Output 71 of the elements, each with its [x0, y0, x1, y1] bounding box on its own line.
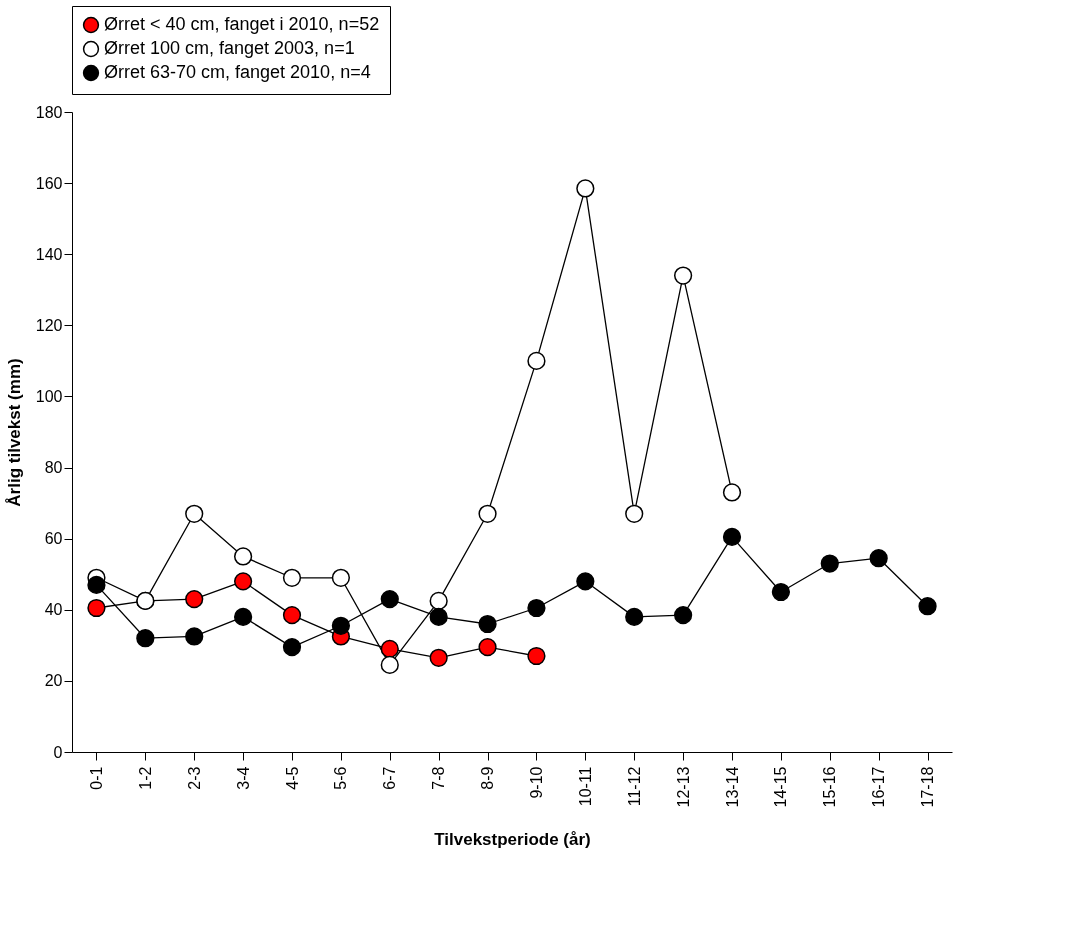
point	[282, 568, 302, 587]
x-tick-label: 9-10	[527, 766, 545, 799]
point	[478, 638, 497, 657]
point	[576, 179, 595, 198]
x-tick-label: 14-15	[772, 766, 790, 808]
point	[233, 572, 253, 591]
y-tick-label: 60	[44, 530, 63, 548]
y-tick-label: 140	[35, 245, 63, 263]
y-tick-label: 100	[35, 387, 63, 405]
point	[918, 597, 937, 616]
x-tick-label: 0-1	[87, 766, 105, 790]
point	[282, 606, 302, 625]
point	[869, 549, 888, 568]
legend-label: Ørret 63-70 cm, fanget 2010, n=4	[104, 62, 371, 82]
x-tick-label: 8-9	[479, 766, 497, 790]
x-tick-label: 5-6	[332, 766, 350, 790]
point	[185, 627, 204, 646]
point	[233, 547, 253, 566]
point	[136, 629, 155, 648]
x-tick-label: 11-12	[625, 766, 643, 807]
point	[429, 607, 448, 626]
point	[527, 351, 546, 370]
y-tick-label: 120	[35, 316, 63, 334]
point	[380, 590, 399, 609]
x-tick-label: 4-5	[283, 766, 301, 790]
point	[87, 575, 106, 594]
point	[527, 598, 546, 618]
y-axis-title: Årlig tilvekst (mm)	[4, 358, 24, 507]
x-tick-label: 13-14	[723, 766, 741, 808]
y-tick-label: 20	[44, 672, 63, 690]
point	[87, 598, 106, 618]
point	[625, 504, 644, 523]
point	[527, 646, 546, 666]
point	[576, 572, 595, 591]
point	[185, 590, 204, 609]
x-tick-label: 12-13	[674, 766, 692, 808]
y-tick-label: 180	[35, 103, 63, 121]
point	[331, 616, 351, 635]
x-tick-label: 2-3	[185, 766, 203, 790]
x-tick-label: 15-16	[821, 766, 839, 808]
point	[625, 607, 644, 626]
x-tick-label: 7-8	[430, 766, 448, 790]
point	[380, 655, 399, 674]
point	[478, 614, 497, 634]
point	[722, 527, 742, 546]
point	[673, 606, 693, 625]
x-axis-title: Tilvekstperiode (år)	[434, 830, 591, 850]
point	[722, 483, 742, 502]
x-tick-label: 6-7	[381, 766, 399, 790]
point	[673, 266, 693, 285]
y-tick-label: 80	[44, 459, 63, 477]
y-tick-label: 0	[53, 743, 63, 761]
x-tick-label: 3-4	[234, 766, 252, 790]
legend-label: Ørret < 40 cm, fanget i 2010, n=52	[104, 14, 380, 34]
point	[282, 638, 302, 657]
point	[185, 504, 204, 523]
point	[429, 591, 448, 610]
legend-label: Ørret 100 cm, fanget 2003, n=1	[104, 38, 355, 58]
point	[380, 639, 399, 658]
point	[331, 568, 351, 587]
y-tick-label: 40	[44, 601, 63, 619]
x-tick-label: 16-17	[870, 766, 888, 808]
point	[820, 554, 839, 573]
x-tick-label: 1-2	[136, 766, 154, 790]
y-tick-label: 160	[35, 174, 63, 192]
point	[478, 504, 497, 523]
point	[233, 607, 253, 626]
x-tick-label: 17-18	[919, 766, 937, 808]
x-tick-label: 10-11	[576, 766, 594, 807]
point	[429, 648, 448, 667]
point	[771, 582, 791, 602]
